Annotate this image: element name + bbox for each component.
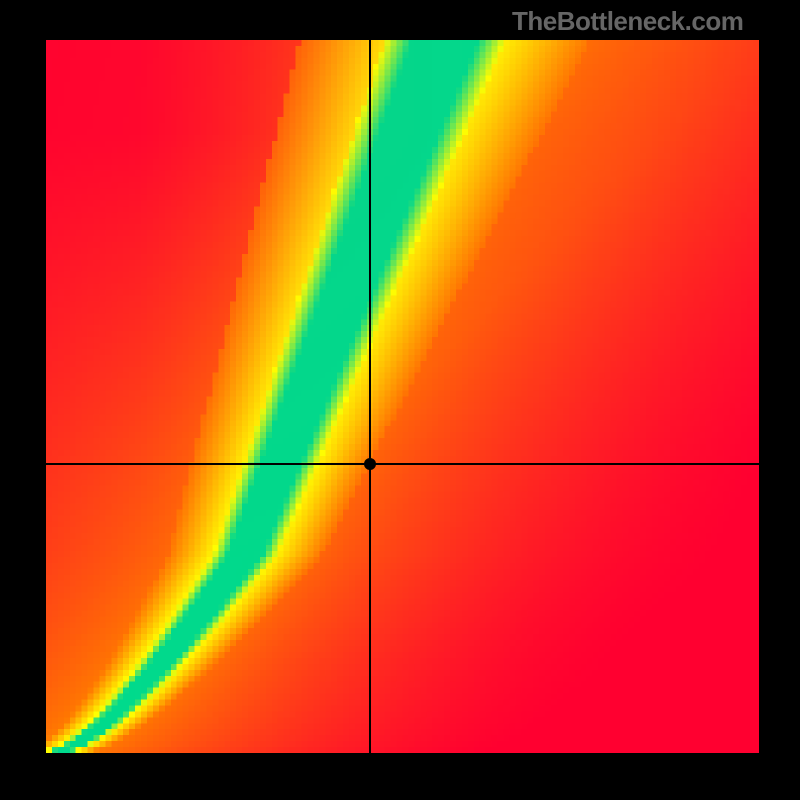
outer-frame: TheBottleneck.com [0, 0, 800, 800]
crosshair-marker [364, 458, 376, 470]
heatmap-plot [46, 40, 759, 753]
crosshair-horizontal [46, 463, 759, 465]
heatmap-canvas [46, 40, 759, 753]
crosshair-vertical [369, 40, 371, 753]
watermark-text: TheBottleneck.com [512, 6, 743, 37]
